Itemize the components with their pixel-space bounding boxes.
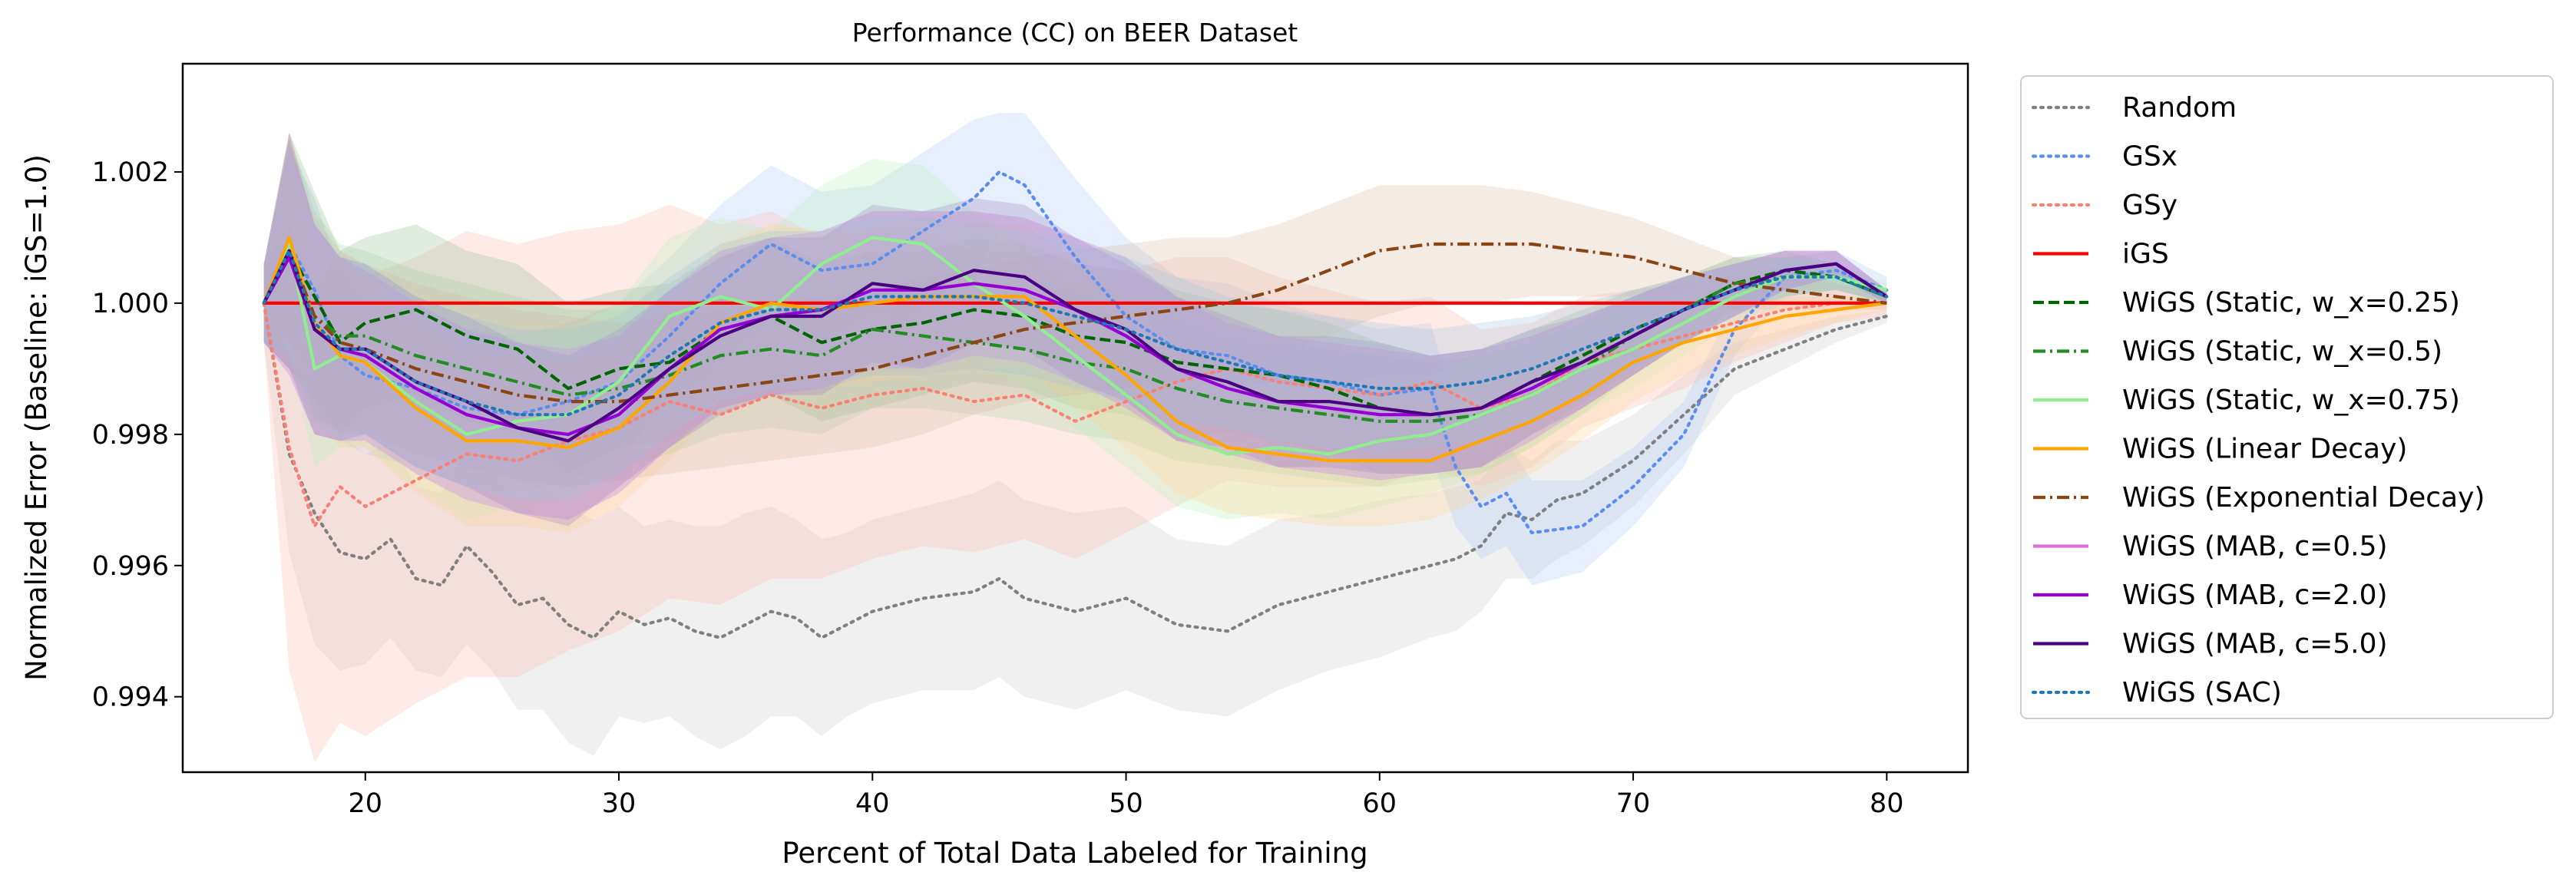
band-random — [263, 263, 1887, 756]
legend-label: WiGS (MAB, c=5.0) — [2122, 629, 2388, 660]
legend-frame — [2020, 75, 2554, 719]
legend-label: Random — [2122, 92, 2237, 124]
legend-label: WiGS (Static, w_x=0.5) — [2122, 336, 2442, 368]
x-axis: 20 30 40 50 60 70 80 — [349, 772, 1904, 819]
legend: Random GSx GSy iGS WiGS (Static, w_x=0.25) Wi… — [2020, 75, 2554, 719]
legend-entry-wigs-mab-c-5-0: WiGS (MAB, c=5.0) — [2033, 629, 2388, 660]
legend-label: WiGS (Static, w_x=0.25) — [2122, 287, 2460, 319]
y-axis-label: Normalized Error (Baseline: iGS=1.0) — [20, 154, 53, 681]
series-line-gsx — [262, 170, 1889, 535]
legend-label: WiGS (MAB, c=0.5) — [2122, 531, 2388, 563]
series-line-wigs-exponential-decay — [262, 242, 1887, 404]
legend-entry-gsy: GSy — [2031, 190, 2178, 221]
series-line-wigs-linear-decay — [262, 236, 1887, 463]
legend-entry-wigs-mab-c-0-5: WiGS (MAB, c=0.5) — [2033, 531, 2388, 563]
x-tick-label: 50 — [1109, 788, 1143, 819]
legend-entry-wigs-static-w-x-0-75: WiGS (Static, w_x=0.75) — [2033, 385, 2460, 416]
series-lines — [262, 170, 1889, 639]
legend-label: WiGS (Static, w_x=0.75) — [2122, 385, 2460, 416]
legend-label: WiGS (Linear Decay) — [2122, 434, 2407, 465]
chart-title: Performance (CC) on BEER Dataset — [852, 18, 1298, 48]
legend-entry-wigs-static-w-x-0-5: WiGS (Static, w_x=0.5) — [2033, 336, 2442, 368]
legend-label: WiGS (MAB, c=2.0) — [2122, 580, 2388, 611]
y-tick-label: 0.994 — [92, 682, 169, 713]
legend-entry-gsx: GSx — [2031, 141, 2178, 173]
x-tick-label: 30 — [602, 788, 637, 819]
legend-entry-wigs-sac: WiGS (SAC) — [2031, 677, 2282, 708]
y-tick-label: 1.000 — [92, 289, 169, 319]
legend-label: GSy — [2122, 190, 2178, 221]
x-tick-label: 70 — [1616, 788, 1651, 819]
legend-label: WiGS (SAC) — [2122, 677, 2282, 708]
legend-entry-wigs-linear-decay: WiGS (Linear Decay) — [2033, 434, 2407, 465]
legend-label: GSx — [2122, 141, 2178, 173]
legend-label: WiGS (Exponential Decay) — [2122, 482, 2485, 514]
y-axis: 0.994 0.996 0.998 1.000 1.002 — [92, 157, 183, 713]
band-gsy — [263, 204, 1887, 763]
x-axis-label: Percent of Total Data Labeled for Traini… — [782, 837, 1367, 870]
x-tick-label: 40 — [855, 788, 890, 819]
legend-label: iGS — [2122, 239, 2169, 270]
y-tick-label: 1.002 — [92, 157, 169, 188]
series-line-random — [262, 301, 1889, 639]
x-tick-label: 60 — [1363, 788, 1397, 819]
legend-entry-igs: iGS — [2033, 239, 2169, 270]
plot-frame — [181, 62, 1969, 774]
band-wigs-static-w-x-0-75 — [263, 139, 1887, 520]
x-tick-label: 80 — [1870, 788, 1904, 819]
legend-entry-random: Random — [2031, 92, 2237, 124]
legend-entry-wigs-exponential-decay: WiGS (Exponential Decay) — [2033, 482, 2485, 514]
band-wigs-mab-c-2-0 — [263, 139, 1887, 520]
band-gsx — [263, 113, 1887, 586]
band-wigs-linear-decay — [263, 132, 1887, 533]
series-line-wigs-static-w-x-0-75 — [262, 236, 1887, 456]
legend-entry-wigs-mab-c-2-0: WiGS (MAB, c=2.0) — [2033, 580, 2388, 611]
plot-area — [262, 113, 1889, 763]
series-line-wigs-static-w-x-0-25 — [262, 249, 1888, 417]
legend-entry-wigs-static-w-x-0-25: WiGS (Static, w_x=0.25) — [2033, 287, 2460, 319]
band-wigs-mab-c-0-5 — [263, 139, 1887, 520]
y-tick-label: 0.998 — [92, 420, 169, 451]
band-wigs-mab-c-5-0 — [263, 132, 1887, 527]
series-line-wigs-static-w-x-0-5 — [262, 249, 1888, 423]
series-line-wigs-sac — [262, 249, 1889, 417]
y-tick-label: 0.996 — [92, 551, 169, 582]
x-tick-label: 20 — [349, 788, 383, 819]
